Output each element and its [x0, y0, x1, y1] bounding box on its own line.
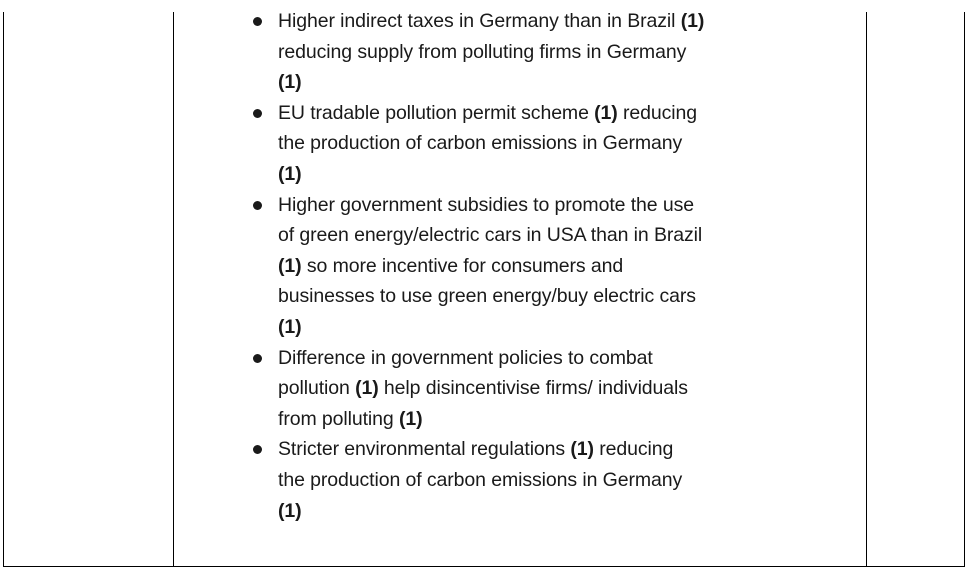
text-line: from polluting (1): [278, 404, 856, 435]
bullet-item: Higher indirect taxes in Germany than in…: [246, 6, 856, 98]
text-segment: pollution: [278, 377, 356, 400]
mark-scheme-cell: Higher indirect taxes in Germany than in…: [246, 6, 856, 526]
mark-value: (1): [680, 10, 705, 32]
mark-value: (1): [355, 377, 379, 400]
text-line: Difference in government policies to com…: [278, 343, 856, 374]
text-line: (1): [278, 312, 856, 343]
text-line: the production of carbon emissions in Ge…: [278, 128, 856, 159]
text-segment: Higher indirect taxes in Germany than in…: [278, 10, 681, 32]
text-segment: so more incentive for consumers and: [301, 254, 624, 277]
bullet-icon: [253, 353, 262, 363]
text-segment: Stricter environmental regulations: [278, 438, 571, 461]
mark-value: (1): [570, 438, 594, 461]
text-line: Higher indirect taxes in Germany than in…: [278, 6, 856, 37]
text-line: reducing supply from polluting firms in …: [278, 37, 856, 68]
text-line: (1): [278, 67, 856, 98]
text-segment: businesses to use green energy/buy elect…: [278, 285, 696, 308]
mark-value: (1): [278, 315, 302, 338]
mark-value: (1): [594, 101, 618, 124]
bullet-item: Higher government subsidies to promote t…: [246, 190, 856, 343]
table-border-bottom: [3, 566, 965, 567]
answer-bullet-list: Higher indirect taxes in Germany than in…: [246, 6, 856, 526]
text-segment: the production of carbon emissions in Ge…: [278, 468, 683, 491]
text-line: Stricter environmental regulations (1) r…: [278, 434, 856, 465]
bullet-icon: [253, 445, 262, 455]
table-border-right: [964, 12, 965, 567]
text-line: (1) so more incentive for consumers and: [278, 251, 856, 282]
text-segment: the production of carbon emissions in Ge…: [278, 132, 683, 155]
bullet-icon: [253, 17, 262, 26]
text-line: of green energy/electric cars in USA tha…: [278, 220, 856, 251]
text-line: Higher government subsidies to promote t…: [278, 190, 856, 221]
bullet-item: Difference in government policies to com…: [246, 343, 856, 435]
table-divider-2: [866, 12, 867, 567]
bullet-item: Stricter environmental regulations (1) r…: [246, 434, 856, 526]
mark-value: (1): [278, 499, 302, 522]
mark-value: (1): [278, 254, 302, 277]
mark-value: (1): [278, 71, 302, 94]
text-line: the production of carbon emissions in Ge…: [278, 465, 856, 496]
table-border-left: [3, 12, 4, 567]
text-segment: reducing supply from polluting firms in …: [278, 40, 687, 63]
text-segment: Higher government subsidies to promote t…: [278, 193, 694, 216]
mark-value: (1): [398, 407, 423, 430]
bullet-icon: [253, 200, 262, 210]
text-line: (1): [278, 496, 856, 527]
text-line: (1): [278, 159, 856, 190]
text-segment: from polluting: [278, 407, 399, 430]
mark-value: (1): [278, 162, 302, 185]
text-line: businesses to use green energy/buy elect…: [278, 281, 856, 312]
bullet-icon: [253, 108, 262, 118]
text-line: EU tradable pollution permit scheme (1) …: [278, 98, 856, 129]
text-segment: Difference in government policies to com…: [278, 346, 653, 369]
bullet-item: EU tradable pollution permit scheme (1) …: [246, 98, 856, 190]
table-divider-1: [173, 12, 174, 567]
text-segment: reducing: [617, 101, 698, 124]
text-segment: reducing: [593, 438, 674, 461]
text-line: pollution (1) help disincentivise firms/…: [278, 373, 856, 404]
text-segment: of green energy/electric cars in USA tha…: [278, 224, 703, 247]
text-segment: EU tradable pollution permit scheme: [278, 101, 595, 124]
text-segment: help disincentivise firms/ individuals: [378, 377, 688, 400]
